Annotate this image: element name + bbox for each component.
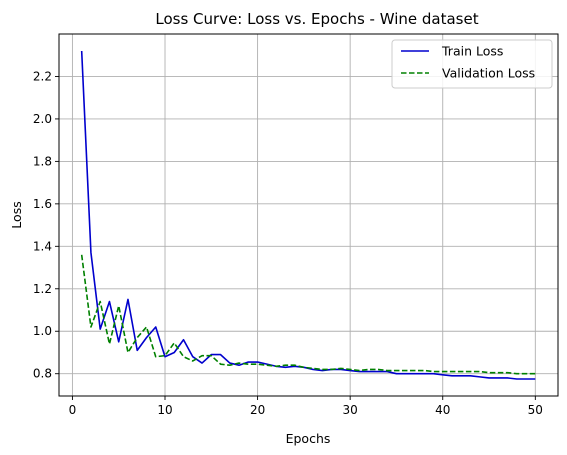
y-tick-label: 0.8 (33, 367, 52, 381)
y-tick-label: 1.6 (33, 197, 52, 211)
x-tick-label: 10 (157, 403, 172, 417)
legend-label-validation-loss: Validation Loss (442, 66, 535, 81)
series-layer (80, 50, 536, 380)
y-axis-label: Loss (9, 201, 24, 228)
x-axis-label: Epochs (286, 431, 331, 446)
legend-label-train-loss: Train Loss (441, 44, 503, 59)
ticks-layer: 0 10 20 30 40 50 0.8 1.0 1.2 1.4 1.6 1.8 2.0 2.2 (33, 69, 543, 417)
plot-frame (58, 33, 559, 397)
y-tick-label: 1.2 (33, 282, 52, 296)
x-tick-label: 40 (435, 403, 450, 417)
x-tick-label: 20 (250, 403, 265, 417)
y-tick-label: 1.4 (33, 239, 52, 253)
x-tick-label: 30 (343, 403, 358, 417)
legend-box (391, 39, 553, 89)
x-tick-label: 50 (528, 403, 543, 417)
series-line-train-loss (80, 50, 536, 380)
series-line-validation-loss (80, 254, 536, 375)
x-tick-label: 0 (69, 403, 77, 417)
y-tick-label: 1.8 (33, 154, 52, 168)
y-tick-label: 2.2 (33, 69, 52, 83)
legend: Train Loss Validation Loss (391, 39, 553, 89)
y-tick-label: 1.0 (33, 324, 52, 338)
chart-title: Loss Curve: Loss vs. Epochs - Wine datas… (155, 10, 478, 28)
y-tick-label: 2.0 (33, 112, 52, 126)
